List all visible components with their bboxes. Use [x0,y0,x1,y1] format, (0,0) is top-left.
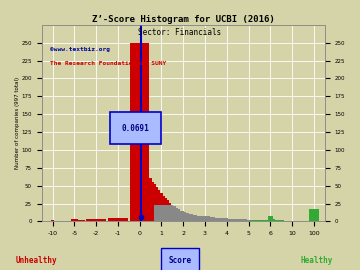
Text: Healthy: Healthy [301,256,333,265]
Bar [228,219,247,221]
Bar [50,220,54,221]
Text: ©www.textbiz.org: ©www.textbiz.org [50,47,111,52]
Bar [309,213,319,221]
Text: The Research Foundation of SUNY: The Research Foundation of SUNY [50,61,167,66]
Bar [134,182,154,221]
Bar [276,220,281,221]
Bar [154,205,174,221]
Bar [139,187,158,221]
Bar [309,208,319,221]
Text: Score: Score [168,256,192,265]
Bar [174,214,193,221]
Bar [191,216,211,221]
Bar [149,200,169,221]
Bar [217,218,237,221]
Bar [195,217,215,221]
Bar [165,211,184,221]
Bar [182,216,202,221]
Y-axis label: Number of companies (997 total): Number of companies (997 total) [15,77,20,169]
Bar [249,220,269,221]
Bar [279,220,284,221]
Bar [141,190,160,221]
Bar [156,206,176,221]
Bar [169,213,189,221]
Bar [108,218,128,221]
Bar [202,218,221,221]
Bar [86,219,106,221]
Bar [143,193,162,221]
Text: Unhealthy: Unhealthy [15,256,57,265]
Text: 0.0691: 0.0691 [122,124,149,133]
Text: Sector: Financials: Sector: Financials [138,28,222,37]
Bar [271,219,275,221]
Bar [158,208,178,221]
Bar [147,198,167,221]
Bar [136,184,156,221]
Bar [160,209,180,221]
Bar [171,214,191,221]
Bar [208,218,228,221]
Bar [71,219,77,221]
Bar [78,220,85,221]
Bar [152,203,171,221]
Bar [186,216,206,221]
Bar [273,220,278,221]
Bar [268,216,273,221]
Bar [86,220,92,221]
Title: Z’-Score Histogram for UCBI (2016): Z’-Score Histogram for UCBI (2016) [92,15,275,24]
Bar [239,220,258,221]
Bar [162,211,182,221]
Bar [145,196,165,221]
Bar [132,178,152,221]
Bar [130,43,149,221]
Bar [167,212,186,221]
Bar [178,215,197,221]
